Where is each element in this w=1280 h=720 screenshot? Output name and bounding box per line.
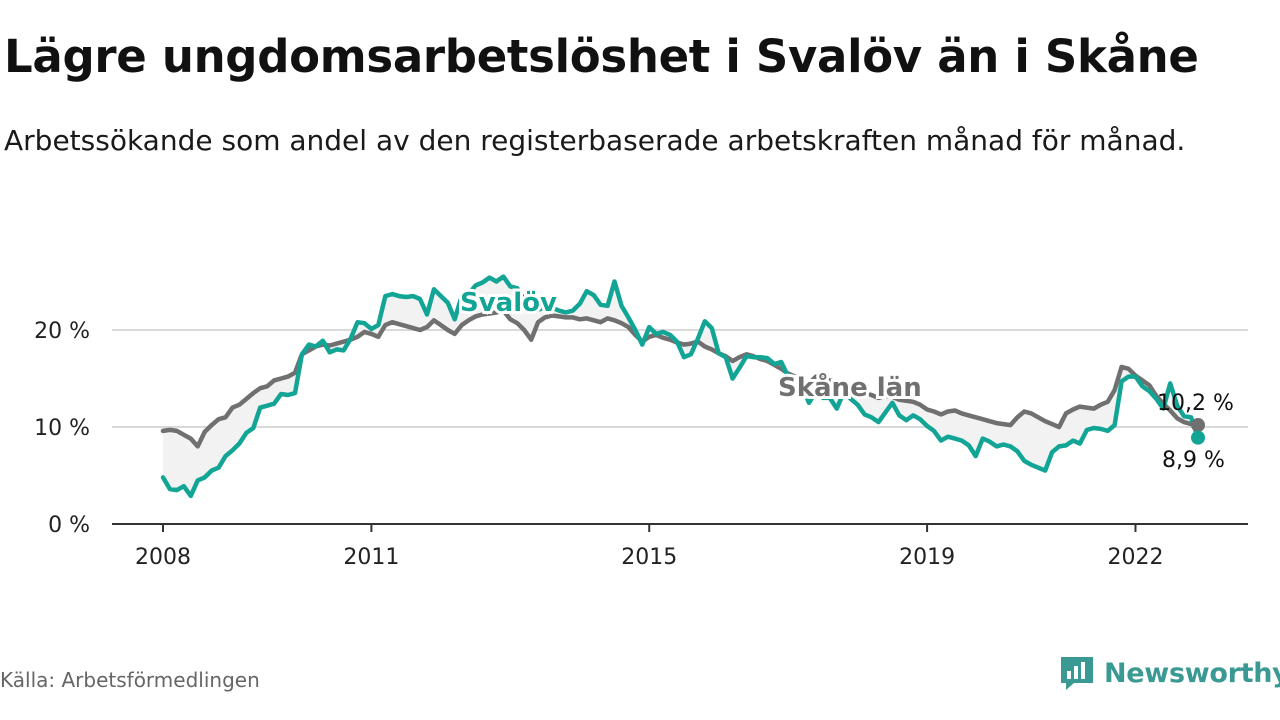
y-tick-label: 10 % <box>34 416 90 441</box>
end-point-svalov <box>1191 430 1205 445</box>
series-line-svalov <box>160 274 1201 499</box>
y-tick-label: 20 % <box>34 319 90 344</box>
series-label-skane: Skåne län <box>778 371 922 403</box>
x-axis-ticks: 2008 2011 2015 2019 2022 <box>135 524 1163 570</box>
y-axis-ticks: 0 % 10 % 20 % <box>34 319 90 538</box>
end-value-label-svalov: 8,9 % <box>1162 448 1225 473</box>
brand-name: Newsworthy <box>1104 657 1280 689</box>
newsworthy-logo-icon <box>1061 657 1093 690</box>
y-tick-label: 0 % <box>48 513 90 538</box>
source-note: Källa: Arbetsförmedlingen <box>0 668 260 692</box>
x-tick-label: 2011 <box>343 545 399 570</box>
x-tick-label: 2015 <box>621 545 677 570</box>
series-label-svalov: Svalöv <box>460 288 557 318</box>
brand[interactable]: Newsworthy <box>1058 654 1280 692</box>
end-value-label-skane: 10,2 % <box>1157 391 1234 416</box>
chart-subtitle: Arbetssökande som andel av den registerb… <box>4 124 1186 157</box>
gap-shading <box>163 276 1198 496</box>
end-point-skane <box>1191 418 1205 433</box>
x-tick-label: 2022 <box>1107 545 1163 570</box>
x-tick-label: 2019 <box>899 545 955 570</box>
chart-title: Lägre ungdomsarbetslöshet i Svalöv än i … <box>4 30 1199 83</box>
x-tick-label: 2008 <box>135 545 191 570</box>
series-line-skane <box>160 308 1201 449</box>
